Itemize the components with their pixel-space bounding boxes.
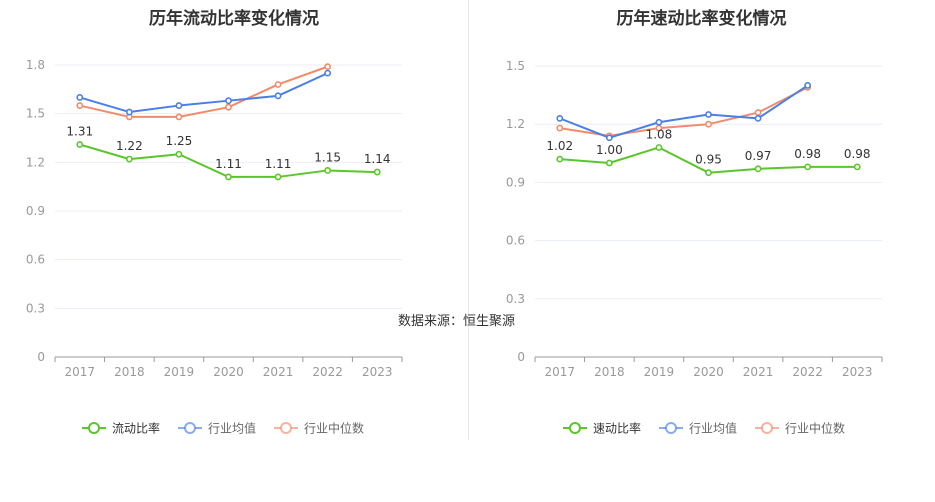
data-point [804, 163, 812, 171]
data-point [324, 69, 332, 77]
legend-label: 行业中位数 [785, 421, 845, 436]
data-point [175, 150, 183, 158]
data-point [225, 173, 232, 181]
data-point [324, 167, 332, 174]
data-point [556, 124, 564, 132]
y-tick-label: 1.5 [26, 107, 45, 121]
data-label: 0.98 [844, 147, 871, 161]
data-label: 1.11 [265, 157, 292, 171]
series-line [79, 65, 328, 118]
y-tick-label: 0.6 [26, 253, 45, 267]
quick-ratio-chart-panel: 历年速动比率变化情况 0 0.3 0.6 0.9 1.2 1.5 2017 2018 2019 2… [468, 0, 935, 440]
legend-label: 行业均值 [208, 421, 256, 436]
data-point [705, 120, 712, 128]
data-label: 1.22 [116, 139, 143, 153]
data-point [76, 102, 84, 109]
chart-title: 历年速动比率变化情况 [616, 9, 787, 29]
legend-marker [761, 422, 773, 434]
data-point [605, 134, 613, 142]
data-point [76, 94, 84, 101]
legend-marker [88, 422, 100, 434]
x-tick-label: 2019 [164, 365, 195, 379]
x-tick-label: 2019 [644, 365, 675, 379]
data-point [705, 111, 712, 118]
data-point [125, 155, 133, 163]
current-ratio-chart-panel: 历年流动比率变化情况 0 0.3 0.6 0.9 1.2 1.5 1.8 2017 2018 20… [0, 0, 468, 440]
x-tick-label: 2017 [65, 365, 96, 379]
data-point [225, 103, 232, 111]
y-tick-label: 0 [37, 350, 45, 364]
x-tick-label: 2018 [114, 365, 145, 379]
data-point [556, 155, 564, 163]
data-point [556, 114, 564, 122]
y-tick-label: 0.6 [506, 234, 525, 248]
series-line [79, 72, 329, 114]
legend-label: 行业均值 [689, 421, 737, 436]
data-label: 1.15 [314, 150, 341, 164]
data-point [175, 113, 183, 121]
x-tick-label: 2017 [545, 365, 576, 379]
data-point [754, 165, 762, 173]
data-label: 0.98 [794, 147, 821, 161]
y-tick-label: 1.2 [506, 117, 525, 131]
data-point [225, 97, 232, 105]
data-label: 1.02 [546, 139, 573, 153]
data-point [125, 108, 133, 116]
legend-label: 流动比率 [112, 421, 160, 436]
data-point [76, 141, 84, 148]
y-tick-label: 1.8 [26, 58, 45, 72]
x-tick-label: 2020 [693, 365, 724, 379]
series-line [559, 84, 809, 139]
data-point [274, 92, 282, 100]
legend-label: 行业中位数 [304, 421, 364, 436]
x-tick-label: 2023 [362, 365, 393, 379]
data-point [373, 168, 381, 176]
data-point [754, 109, 762, 116]
data-point [853, 163, 861, 171]
x-tick-label: 2018 [594, 365, 625, 379]
data-point [605, 159, 613, 167]
current-ratio-chart: 0 0.3 0.6 0.9 1.2 1.5 1.8 2017 2018 2019 2020 2021 2… [26, 58, 403, 436]
x-tick-label: 2022 [312, 365, 343, 379]
y-tick-label: 0.3 [506, 292, 525, 306]
data-point [804, 82, 812, 89]
data-source-note: 数据来源：恒生聚源 [398, 314, 516, 329]
panel-divider [468, 0, 469, 440]
data-label: 1.31 [66, 124, 93, 138]
data-label: 1.08 [646, 127, 673, 141]
legend-marker [665, 422, 677, 434]
data-label: 1.14 [364, 152, 391, 166]
quick-ratio-chart: 0 0.3 0.6 0.9 1.2 1.5 2017 2018 2019 2020 2021 2022… [506, 59, 883, 436]
y-tick-label: 0.3 [26, 301, 45, 315]
data-label: 1.00 [596, 143, 623, 157]
data-point [274, 81, 282, 88]
data-point [274, 173, 282, 181]
data-point [175, 102, 183, 109]
x-tick-label: 2021 [743, 365, 774, 379]
data-point [655, 144, 663, 151]
data-point [655, 118, 663, 126]
x-tick-label: 2021 [263, 365, 294, 379]
data-point [754, 114, 762, 122]
data-label: 1.11 [215, 157, 242, 171]
y-tick-label: 1.5 [506, 59, 525, 73]
x-tick-label: 2023 [842, 365, 873, 379]
data-point [705, 169, 712, 177]
chart-title: 历年流动比率变化情况 [149, 9, 319, 29]
y-tick-label: 0 [517, 350, 525, 364]
x-tick-label: 2020 [213, 365, 244, 379]
data-label: 0.97 [745, 149, 772, 163]
legend-label: 速动比率 [593, 421, 641, 436]
y-tick-label: 1.2 [26, 155, 45, 169]
legend-marker [280, 422, 292, 434]
x-tick-label: 2022 [792, 365, 823, 379]
legend-marker [184, 422, 196, 434]
y-tick-label: 0.9 [26, 204, 45, 218]
legend-marker [569, 422, 581, 434]
data-label: 1.25 [166, 134, 193, 148]
data-label: 0.95 [695, 153, 722, 167]
series-line [559, 86, 809, 137]
y-tick-label: 0.9 [506, 175, 525, 189]
data-point [324, 63, 332, 71]
